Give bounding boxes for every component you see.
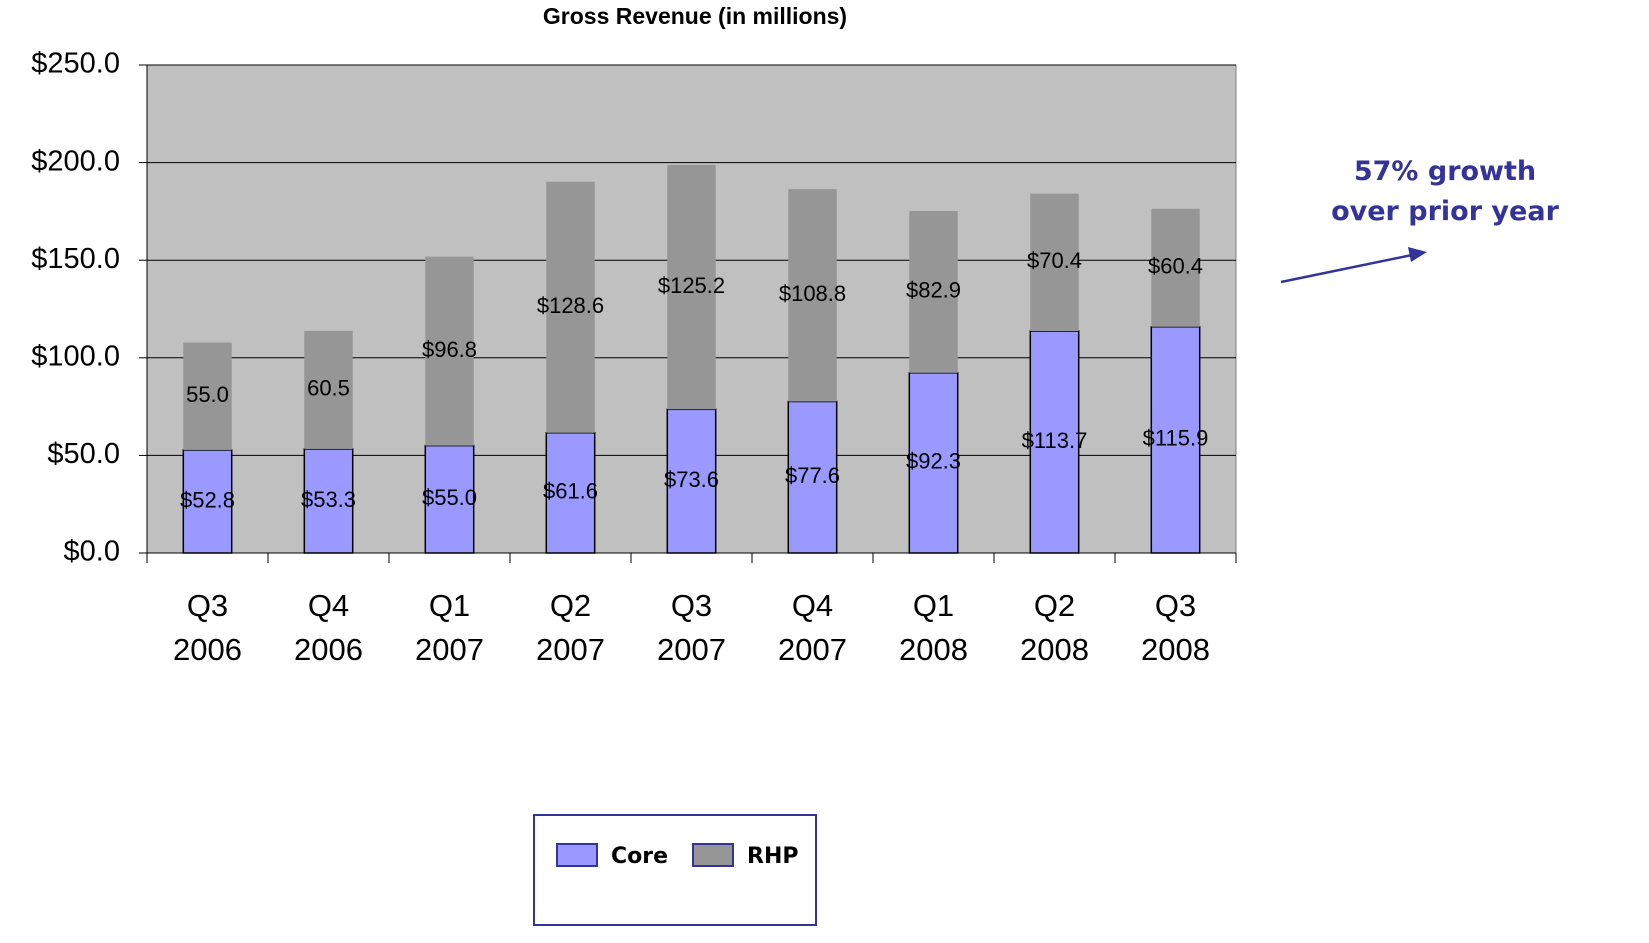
data-label: $52.8	[180, 487, 235, 512]
bar-segment	[303, 448, 354, 554]
annotation: 57% growth over prior year	[1331, 156, 1559, 227]
data-label: $108.8	[779, 281, 846, 306]
bar-segment	[1030, 193, 1079, 332]
data-label: $128.6	[537, 293, 604, 318]
legend-label: Core	[611, 844, 668, 869]
data-label: $96.8	[422, 337, 477, 362]
data-label: $82.9	[906, 278, 961, 303]
data-label: 60.5	[307, 376, 350, 401]
x-tick-label: Q4 2007	[778, 588, 847, 667]
bar-segment	[908, 372, 959, 554]
bar-segment	[667, 164, 716, 410]
legend-swatch	[556, 843, 598, 867]
x-tick-label: Q3 2006	[173, 588, 242, 667]
data-label: $125.2	[658, 273, 725, 298]
bar-segment	[304, 330, 353, 449]
bar-segment	[425, 256, 474, 446]
bar-segment	[1151, 208, 1200, 327]
y-tick-label: $200.0	[31, 145, 120, 177]
legend-swatch	[692, 843, 734, 867]
y-tick-label: $100.0	[31, 340, 120, 372]
x-tick-label: Q3 2008	[1141, 588, 1210, 667]
data-label: $113.7	[1022, 428, 1088, 453]
data-label: $61.6	[543, 479, 598, 504]
x-tick-label: Q2 2008	[1020, 588, 1089, 667]
data-label: $53.3	[301, 487, 356, 512]
legend-label: RHP	[747, 844, 798, 869]
data-label: $55.0	[422, 485, 477, 510]
bar-segment	[788, 189, 837, 402]
x-tick-label: Q4 2006	[294, 588, 363, 667]
legend-box	[533, 814, 817, 926]
bar-segment	[1150, 326, 1201, 554]
x-tick-label: Q1 2007	[415, 588, 484, 667]
x-tick-label: Q3 2007	[657, 588, 726, 667]
data-label: $77.6	[785, 463, 840, 488]
bar-segment	[545, 432, 596, 554]
bar-segment	[546, 181, 595, 433]
bar-segment	[666, 408, 717, 554]
annotation-arrow	[1280, 253, 1413, 284]
data-label: $92.3	[906, 449, 961, 474]
y-tick-label: $150.0	[31, 243, 120, 275]
annotation-arrowhead	[1408, 247, 1427, 262]
bar-segment	[909, 211, 958, 373]
y-tick-label: $50.0	[47, 438, 120, 470]
chart-title: Gross Revenue (in millions)	[543, 3, 847, 29]
data-label: $115.9	[1143, 426, 1209, 451]
y-tick-label: $250.0	[31, 48, 120, 80]
data-label: $73.6	[664, 467, 719, 492]
bar-segment	[182, 449, 233, 554]
data-label: $70.4	[1027, 248, 1082, 273]
x-tick-label: Q2 2007	[536, 588, 605, 667]
y-tick-label: $0.0	[64, 536, 120, 568]
data-label: 55.0	[186, 382, 229, 407]
data-label: $60.4	[1148, 254, 1203, 279]
bar-segment	[183, 342, 232, 450]
bar-segment	[787, 400, 838, 554]
x-tick-label: Q1 2008	[899, 588, 968, 667]
